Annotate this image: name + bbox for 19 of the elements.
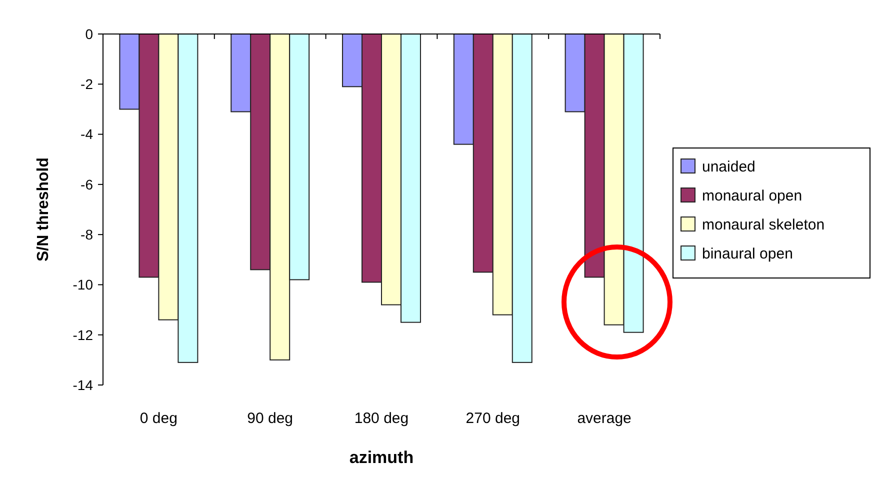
x-tick-label: 180 deg <box>354 410 409 427</box>
legend-label: monaural open <box>702 187 802 204</box>
x-tick-label: average <box>577 410 632 427</box>
y-tick-label: -8 <box>80 226 94 242</box>
y-tick-label: -6 <box>80 176 94 192</box>
legend-label: unaided <box>702 158 756 176</box>
y-tick-label: -2 <box>80 76 94 92</box>
x-tick-label: 90 deg <box>247 410 294 427</box>
y-tick-label: -4 <box>80 126 94 142</box>
legend-label: monaural skeleton <box>702 216 825 234</box>
y-tick-label: -14 <box>72 376 94 393</box>
x-axis-title: azimuth <box>349 448 414 467</box>
y-tick-label: 0 <box>85 26 94 42</box>
x-tick-label: 270 deg <box>466 410 520 427</box>
x-tick-label: 0 deg <box>140 410 178 427</box>
y-axis-title: S/N threshold <box>35 157 52 262</box>
y-tick-label: -10 <box>72 276 94 293</box>
legend-label: binaural open <box>702 245 793 262</box>
y-tick-label: -12 <box>72 326 94 343</box>
